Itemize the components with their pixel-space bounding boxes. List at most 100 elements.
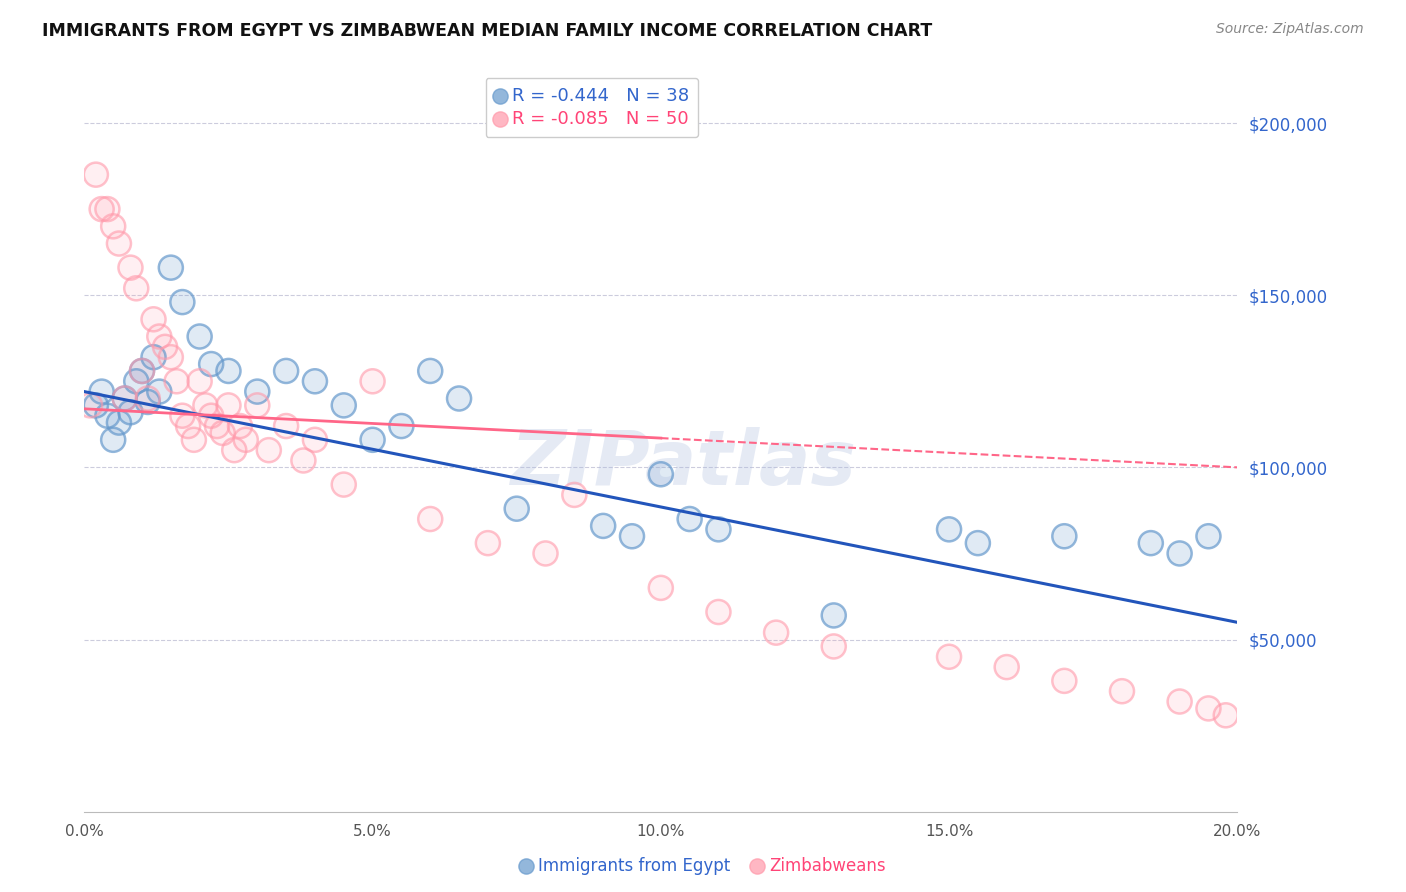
Point xyxy=(391,419,413,434)
Point xyxy=(131,364,153,378)
Point xyxy=(172,409,194,423)
Point xyxy=(84,398,107,412)
Point xyxy=(333,477,356,491)
Point xyxy=(650,467,672,482)
Point xyxy=(419,364,441,378)
Point xyxy=(1168,546,1191,560)
Point xyxy=(995,660,1018,674)
Point xyxy=(79,398,101,412)
Point xyxy=(229,419,252,434)
Point xyxy=(1198,529,1220,543)
Point xyxy=(125,374,148,388)
Point xyxy=(84,168,107,182)
Point xyxy=(84,168,107,182)
Point xyxy=(506,501,529,516)
Point xyxy=(188,329,211,343)
Point xyxy=(218,398,240,412)
Point xyxy=(114,392,136,406)
Point xyxy=(200,357,222,371)
Point xyxy=(938,649,960,664)
Point xyxy=(200,409,222,423)
Point xyxy=(449,392,471,406)
Point xyxy=(1053,529,1076,543)
Point xyxy=(96,202,118,216)
Point xyxy=(477,536,499,550)
Point xyxy=(229,419,252,434)
Point xyxy=(1140,536,1163,550)
Point xyxy=(125,374,148,388)
Point xyxy=(707,605,730,619)
Point xyxy=(419,512,441,526)
Point xyxy=(592,519,614,533)
Point xyxy=(148,329,170,343)
Point xyxy=(131,364,153,378)
Point xyxy=(218,364,240,378)
Point xyxy=(246,398,269,412)
Point xyxy=(96,409,118,423)
Point xyxy=(90,202,112,216)
Legend: R = -0.444   N = 38, R = -0.085   N = 50: R = -0.444 N = 38, R = -0.085 N = 50 xyxy=(485,78,697,136)
Point xyxy=(108,416,131,430)
Point xyxy=(292,453,315,467)
Point xyxy=(211,425,233,440)
Point xyxy=(166,374,188,388)
Point xyxy=(211,425,233,440)
Point xyxy=(276,364,298,378)
Point xyxy=(188,374,211,388)
Point xyxy=(166,374,188,388)
Point xyxy=(142,312,165,326)
Point xyxy=(224,443,246,458)
Point xyxy=(1215,708,1237,723)
Point xyxy=(1198,701,1220,715)
Point xyxy=(148,384,170,399)
Point xyxy=(120,405,142,419)
Point xyxy=(1168,694,1191,708)
Point xyxy=(120,260,142,275)
Point xyxy=(823,640,845,654)
Point xyxy=(205,419,228,434)
Point xyxy=(218,398,240,412)
Point xyxy=(84,398,107,412)
Point xyxy=(108,236,131,251)
Point xyxy=(1168,694,1191,708)
Point xyxy=(333,398,356,412)
Point xyxy=(188,374,211,388)
Point xyxy=(125,281,148,295)
Point xyxy=(967,536,990,550)
Point xyxy=(995,660,1018,674)
Point xyxy=(200,409,222,423)
Point xyxy=(419,512,441,526)
Point xyxy=(103,433,124,447)
Point xyxy=(650,581,672,595)
Point xyxy=(361,433,384,447)
Point xyxy=(136,395,159,409)
Point xyxy=(1168,546,1191,560)
Point xyxy=(938,649,960,664)
Point xyxy=(246,398,269,412)
Point xyxy=(765,625,787,640)
Point xyxy=(938,522,960,536)
Point xyxy=(108,236,131,251)
Point xyxy=(707,605,730,619)
Point xyxy=(621,529,644,543)
Point xyxy=(679,512,702,526)
Point xyxy=(564,488,586,502)
Point xyxy=(218,364,240,378)
Point xyxy=(361,433,384,447)
Point xyxy=(449,392,471,406)
Point xyxy=(419,364,441,378)
Point xyxy=(90,384,112,399)
Point xyxy=(534,546,557,560)
Point xyxy=(391,419,413,434)
Point xyxy=(142,350,165,364)
Point xyxy=(172,409,194,423)
Point xyxy=(177,419,200,434)
Point xyxy=(1198,529,1220,543)
Point xyxy=(172,295,194,310)
Point xyxy=(276,364,298,378)
Point xyxy=(90,202,112,216)
Point xyxy=(90,384,112,399)
Point xyxy=(564,488,586,502)
Point xyxy=(224,443,246,458)
Point xyxy=(361,374,384,388)
